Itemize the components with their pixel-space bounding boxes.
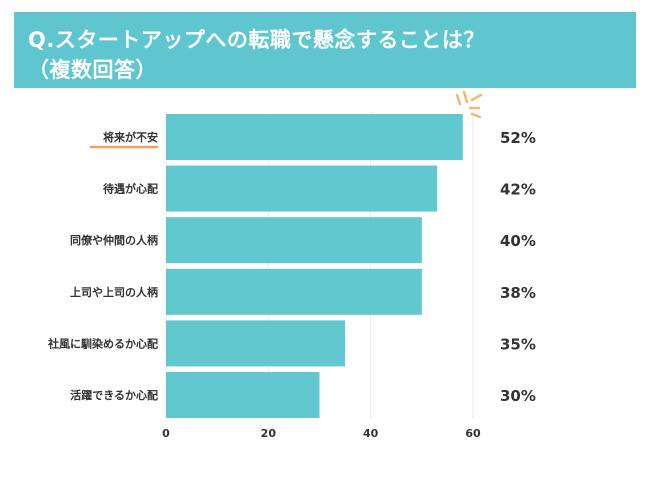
chart-title: Q.スタートアップへの転職で懸念することは？ bbox=[28, 28, 485, 52]
sparkle-mark bbox=[470, 93, 483, 102]
value-label: 52% bbox=[500, 129, 536, 147]
x-tick-label: 40 bbox=[363, 427, 379, 440]
category-label: 将来が不安 bbox=[103, 130, 158, 144]
value-label: 35% bbox=[500, 335, 536, 353]
title-banner: Q.スタートアップへの転職で懸念することは？ （複数回答） bbox=[14, 12, 636, 88]
value-label: 40% bbox=[500, 232, 536, 250]
value-label: 30% bbox=[500, 387, 536, 405]
category-label: 待遇が心配 bbox=[102, 182, 158, 196]
x-tick-label: 0 bbox=[162, 427, 170, 440]
category-label: 社風に馴染めるか心配 bbox=[47, 336, 158, 350]
category-label: 活躍できるか心配 bbox=[70, 388, 158, 402]
sparkle-mark bbox=[470, 112, 482, 119]
category-label: 上司や上司の人柄 bbox=[70, 285, 158, 299]
sparkle-mark bbox=[462, 90, 469, 104]
x-tick-label: 20 bbox=[261, 427, 277, 440]
bar-3 bbox=[166, 217, 422, 264]
bar-5 bbox=[166, 320, 346, 367]
value-label: 38% bbox=[500, 284, 536, 302]
sparkle-mark bbox=[455, 93, 462, 106]
x-tick-label: 60 bbox=[465, 427, 481, 440]
value-label: 42% bbox=[500, 181, 536, 199]
bar-6 bbox=[166, 372, 320, 418]
category-label: 同僚や仲間の人柄 bbox=[70, 233, 158, 247]
chart-subtitle: （複数回答） bbox=[28, 58, 157, 82]
bar-4 bbox=[166, 268, 422, 315]
bar-2 bbox=[166, 165, 438, 212]
bar-1 bbox=[166, 114, 463, 160]
